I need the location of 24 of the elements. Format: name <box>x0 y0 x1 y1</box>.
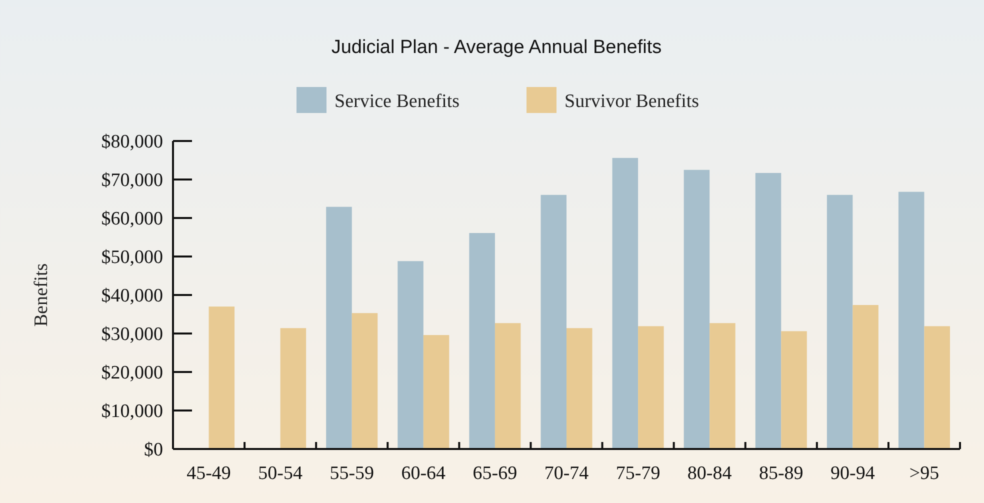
x-tick-label: 50-54 <box>258 463 303 484</box>
x-tick-label: >95 <box>909 463 940 484</box>
x-tick-label: 80-84 <box>687 463 732 484</box>
y-tick-label: $10,000 <box>101 401 163 422</box>
legend-label: Survivor Benefits <box>564 91 700 112</box>
y-tick-label: $70,000 <box>101 170 163 192</box>
y-tick-label: $30,000 <box>101 324 163 346</box>
y-tick-label: $0 <box>144 440 163 461</box>
x-tick-label: 60-64 <box>401 463 446 484</box>
chart-title: Judicial Plan - Average Annual Benefits <box>331 37 662 58</box>
y-tick-label: $50,000 <box>101 247 163 268</box>
y-tick-label: $40,000 <box>101 286 163 307</box>
x-tick-label: 65-69 <box>472 463 518 484</box>
y-tick-label: $20,000 <box>101 362 163 384</box>
y-tick-label: $80,000 <box>101 132 163 153</box>
x-tick-label: 85-89 <box>758 463 804 484</box>
x-tick-label: 55-59 <box>330 463 374 484</box>
x-tick-label: 70-74 <box>544 463 590 484</box>
y-tick-label: $60,000 <box>101 208 163 230</box>
x-tick-label: 75-79 <box>616 463 660 484</box>
legend-label: Service Benefits <box>334 91 460 112</box>
x-tick-label: 90-94 <box>830 463 876 484</box>
x-tick-label: 45-49 <box>186 463 231 484</box>
y-axis-title: Benefits <box>31 263 52 327</box>
